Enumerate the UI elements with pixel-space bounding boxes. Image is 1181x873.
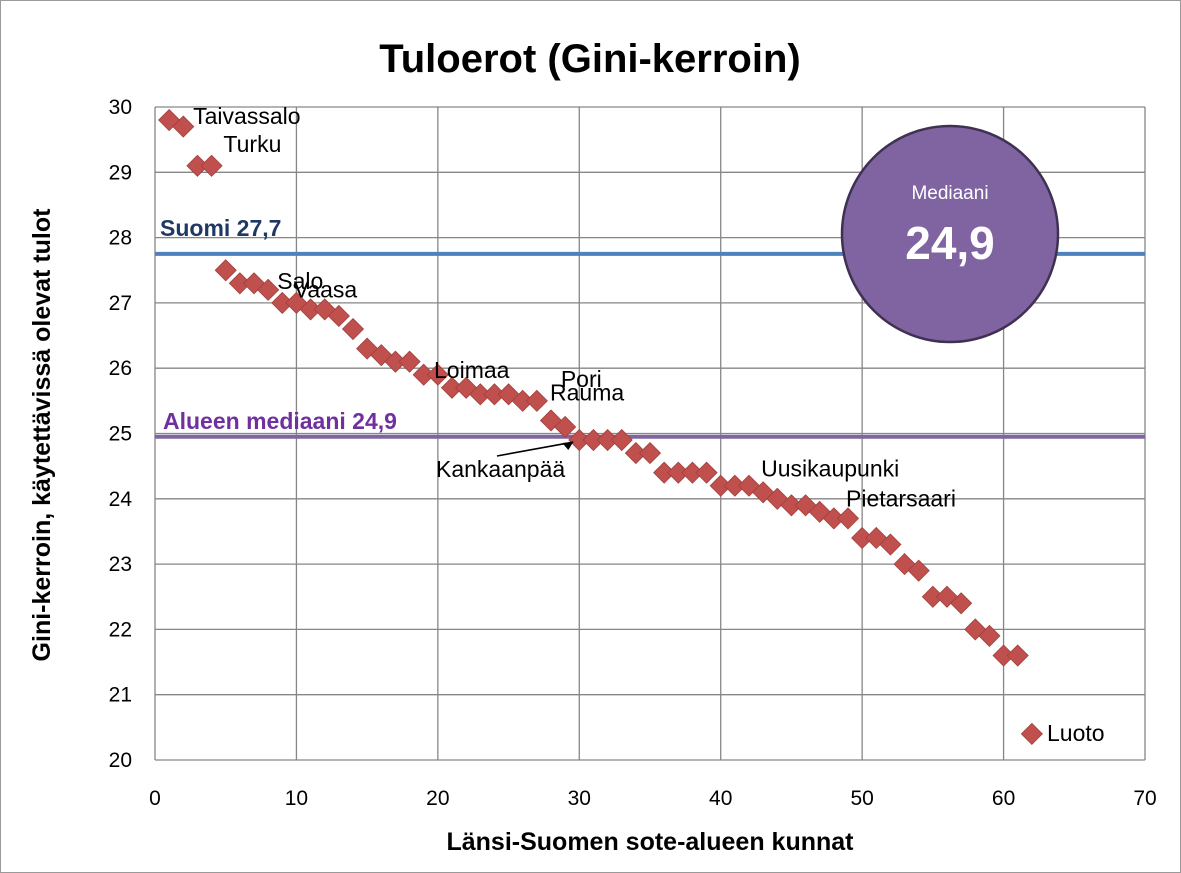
median-bubble-label: Mediaani xyxy=(911,183,988,204)
x-tick-label: 30 xyxy=(568,787,591,810)
point-label: Pietarsaari xyxy=(846,485,956,511)
point-label: Uusikaupunki xyxy=(761,455,899,481)
y-tick-label: 30 xyxy=(109,96,132,119)
data-point xyxy=(341,317,365,341)
x-tick-label: 50 xyxy=(850,787,873,810)
data-point xyxy=(455,376,478,399)
data-point xyxy=(525,389,548,412)
reference-line-label: Suomi 27,7 xyxy=(160,215,281,241)
callout-arrowhead xyxy=(562,442,574,451)
y-tick-label: 27 xyxy=(109,292,132,315)
tick-labels: 20 21 22 23 24 25 26 27 28 29 30 0 10 20 30 40 50 60 70 xyxy=(109,96,1157,810)
median-bubble xyxy=(840,124,1060,344)
data-point xyxy=(158,108,181,132)
grid-lines xyxy=(154,106,1146,761)
data-point xyxy=(907,559,930,582)
point-label: Taivassalo xyxy=(193,103,300,129)
data-point xyxy=(370,344,393,367)
data-point xyxy=(398,350,421,373)
data-point xyxy=(752,481,775,504)
reference-line-label: Alueen mediaani 24,9 xyxy=(163,408,397,434)
y-tick-label: 22 xyxy=(109,618,132,641)
median-bubble-value: 24,9 xyxy=(905,217,995,269)
data-point xyxy=(214,259,237,282)
data-point xyxy=(200,154,223,177)
x-tick-label: 10 xyxy=(285,787,308,810)
data-point xyxy=(695,461,718,484)
data-point xyxy=(638,442,662,465)
point-label: Vaasa xyxy=(294,276,358,302)
x-tick-label: 20 xyxy=(426,787,449,810)
x-tick-label: 40 xyxy=(709,787,732,810)
data-point xyxy=(766,487,789,510)
y-tick-label: 29 xyxy=(109,161,132,184)
x-tick-label: 60 xyxy=(992,787,1015,810)
y-tick-label: 20 xyxy=(109,749,132,772)
point-label: Kankaanpää xyxy=(436,456,565,482)
y-tick-label: 28 xyxy=(109,227,132,250)
y-tick-label: 21 xyxy=(109,684,132,707)
data-point xyxy=(172,115,195,138)
y-tick-label: 24 xyxy=(109,488,133,511)
callout-arrow xyxy=(496,441,574,457)
data-point xyxy=(950,592,973,615)
data-point xyxy=(554,415,577,439)
data-point xyxy=(285,291,308,314)
point-label: Turku xyxy=(223,131,281,157)
chart-title: Tuloerot (Gini-kerroin) xyxy=(379,37,800,81)
point-label: Loimaa xyxy=(434,357,510,383)
data-point xyxy=(610,428,633,452)
y-tick-label: 23 xyxy=(109,553,132,576)
data-markers xyxy=(158,108,1043,745)
data-point xyxy=(978,624,1001,647)
y-axis-title: Gini-kerroin, käytettävissä olevat tulot xyxy=(28,208,56,662)
x-axis-title: Länsi-Suomen sote-alueen kunnat xyxy=(446,828,854,856)
point-label: Pori xyxy=(561,366,602,392)
data-point xyxy=(865,526,888,550)
point-label: Rauma xyxy=(550,379,624,405)
data-point xyxy=(257,278,280,301)
median-callout: Mediaani 24,9 xyxy=(840,124,1060,344)
data-point xyxy=(426,363,449,386)
data-point xyxy=(327,304,350,328)
point-label: Salo xyxy=(277,268,323,294)
data-point xyxy=(836,507,860,530)
point-label: Luoto xyxy=(1047,720,1105,746)
data-point xyxy=(1020,722,1043,745)
x-tick-label: 70 xyxy=(1133,787,1156,810)
data-point xyxy=(356,337,379,360)
data-point xyxy=(879,533,902,556)
y-tick-label: 26 xyxy=(109,357,132,380)
data-point xyxy=(1006,644,1029,667)
data-point xyxy=(964,618,987,641)
y-tick-label: 25 xyxy=(109,423,132,446)
x-tick-label: 0 xyxy=(149,787,161,810)
